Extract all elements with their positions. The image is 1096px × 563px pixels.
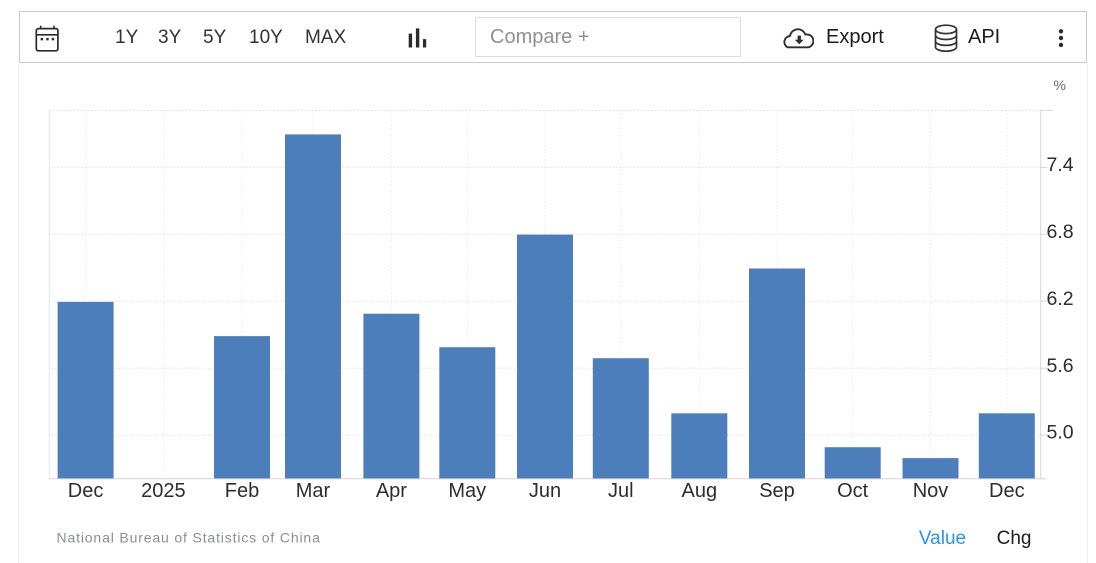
svg-text:Apr: Apr (376, 480, 407, 502)
svg-text:6.8: 6.8 (1047, 221, 1074, 243)
svg-text:6.2: 6.2 (1047, 288, 1074, 310)
svg-text:Sep: Sep (759, 480, 795, 502)
svg-text:2025: 2025 (141, 480, 186, 502)
svg-text:Dec: Dec (68, 480, 104, 502)
svg-text:Feb: Feb (225, 480, 259, 502)
svg-text:Nov: Nov (913, 480, 949, 502)
svg-text:Jun: Jun (529, 480, 561, 502)
svg-text:Oct: Oct (837, 480, 869, 502)
svg-text:%: % (1054, 77, 1066, 93)
svg-text:National Bureau of Statistics: National Bureau of Statistics of China (57, 530, 321, 546)
svg-text:May: May (448, 480, 486, 502)
svg-text:5.6: 5.6 (1047, 355, 1074, 377)
svg-text:Value: Value (919, 528, 966, 549)
svg-text:Chg: Chg (997, 528, 1032, 549)
svg-text:Dec: Dec (989, 480, 1025, 502)
svg-text:7.4: 7.4 (1047, 154, 1074, 176)
svg-text:Mar: Mar (296, 480, 331, 502)
svg-text:Jul: Jul (608, 480, 634, 502)
svg-text:Aug: Aug (682, 480, 718, 502)
svg-text:5.0: 5.0 (1047, 422, 1074, 444)
